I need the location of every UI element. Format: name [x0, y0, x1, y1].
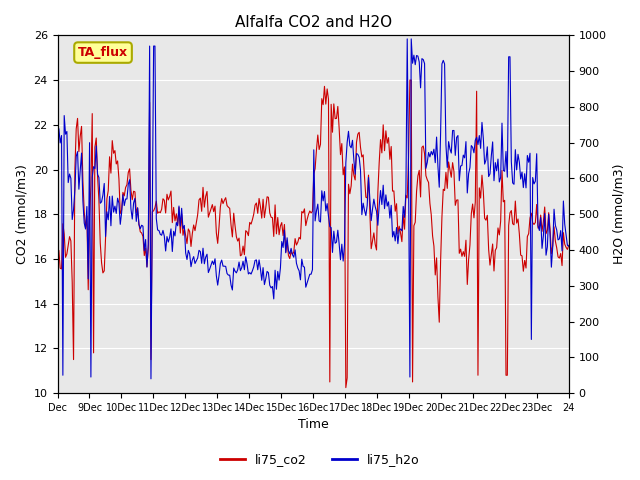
Y-axis label: CO2 (mmol/m3): CO2 (mmol/m3) — [15, 164, 28, 264]
Title: Alfalfa CO2 and H2O: Alfalfa CO2 and H2O — [235, 15, 392, 30]
Y-axis label: H2O (mmol/m3): H2O (mmol/m3) — [612, 164, 625, 264]
X-axis label: Time: Time — [298, 419, 328, 432]
Legend: li75_co2, li75_h2o: li75_co2, li75_h2o — [215, 448, 425, 471]
Text: TA_flux: TA_flux — [78, 46, 128, 59]
